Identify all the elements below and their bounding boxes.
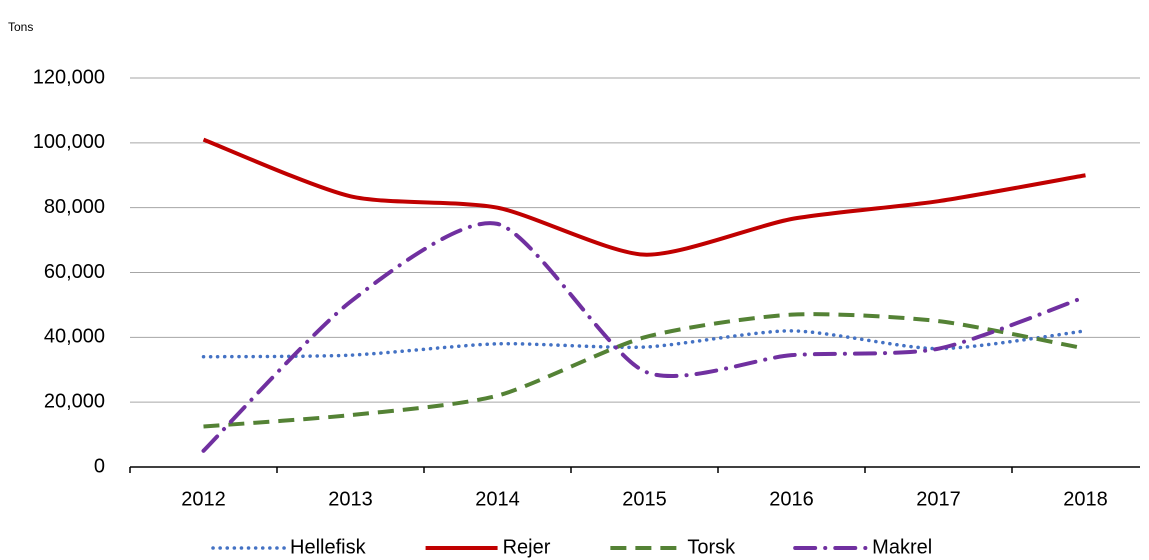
- series-line: [201, 221, 1088, 453]
- y-axis-unit: Tons: [8, 20, 33, 34]
- x-tick-label: 2012: [181, 488, 226, 510]
- x-tick-label: 2015: [622, 488, 667, 510]
- x-tick-label: 2014: [475, 488, 520, 510]
- legend-label: Makrel: [872, 536, 932, 558]
- y-tick-label: 80,000: [44, 196, 105, 218]
- y-tick-label: 60,000: [44, 261, 105, 283]
- y-tick-label: 120,000: [33, 66, 105, 88]
- series-line: [202, 137, 1086, 257]
- y-tick-label: 100,000: [33, 131, 105, 153]
- y-tick-label: 0: [94, 455, 105, 477]
- y-tick-label: 20,000: [44, 390, 105, 412]
- x-tick-label: 2016: [769, 488, 814, 510]
- series-line: [203, 312, 1086, 429]
- x-tick-label: 2018: [1063, 488, 1108, 510]
- legend-label: Torsk: [687, 536, 736, 558]
- x-tick-label: 2017: [916, 488, 961, 510]
- y-tick-label: 40,000: [44, 326, 105, 348]
- x-tick-label: 2013: [328, 488, 373, 510]
- legend-label: Hellefisk: [290, 536, 367, 558]
- legend-label: Rejer: [503, 536, 551, 558]
